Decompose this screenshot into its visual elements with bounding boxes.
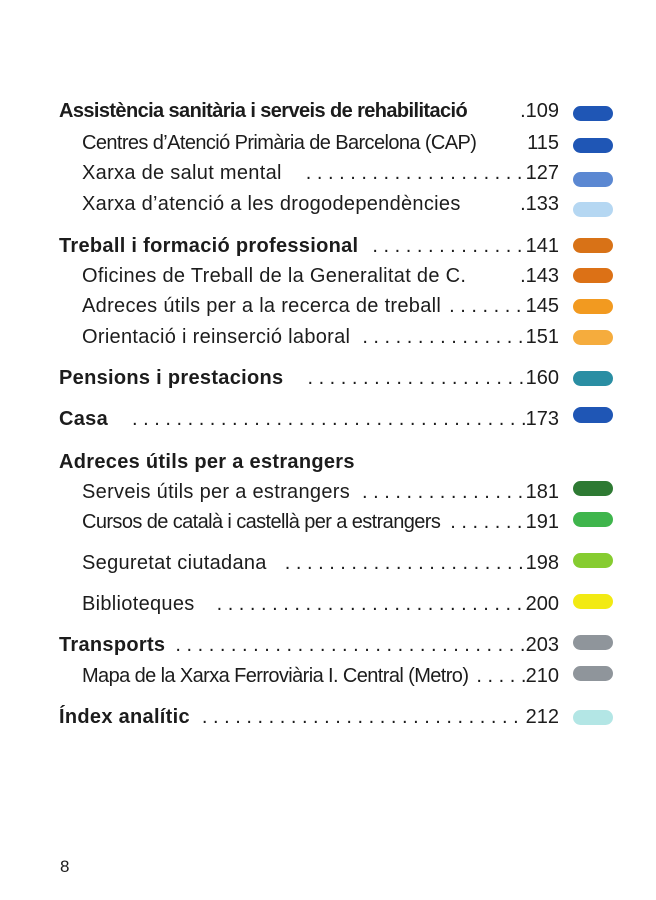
toc-entry-transports[interactable]: Transports 203	[59, 634, 559, 657]
toc-entry-page: .109	[520, 100, 559, 122]
toc-entry-centres-atencio-primaria[interactable]: Centres d’Atenció Primària de Barcelona …	[82, 132, 559, 155]
toc-entry-page: 212	[525, 706, 559, 728]
toc-entry-label: Transports	[59, 634, 166, 656]
section-color-tab	[573, 512, 613, 527]
toc-entry-page: .133	[520, 193, 559, 215]
dot-leader	[306, 162, 526, 185]
page-number: 8	[60, 857, 70, 876]
toc-entry-page: 115	[527, 132, 559, 154]
section-color-tab	[573, 172, 613, 187]
section-color-tab	[573, 710, 613, 725]
section-color-tab	[573, 138, 613, 153]
section-color-tab	[573, 666, 613, 681]
dot-leader	[362, 326, 525, 349]
toc-entry-treball-formacio[interactable]: Treball i formació professional 141	[59, 235, 559, 258]
toc-entry-oficines-treball[interactable]: Oficines de Treball de la Generalitat de…	[82, 265, 559, 288]
toc-entry-orientacio-reinsercio[interactable]: Orientació i reinserció laboral 151	[82, 326, 559, 349]
section-color-tab	[573, 407, 613, 423]
toc-entry-label: Casa	[59, 408, 109, 430]
toc-entry-adreces-recerca-treball[interactable]: Adreces útils per a la recerca de trebal…	[82, 295, 559, 318]
toc-entry-page: 145	[525, 295, 559, 317]
toc-entry-xarxa-salut-mental[interactable]: Xarxa de salut mental 127	[82, 162, 559, 185]
toc-entry-label: Assistència sanitària i serveis de rehab…	[59, 100, 468, 122]
toc-entry-label: Índex analític	[59, 706, 190, 728]
toc-entry-xarxa-drogodependencies[interactable]: Xarxa d’atenció a les drogodependències …	[82, 193, 559, 216]
toc-entry-mapa-metro[interactable]: Mapa de la Xarxa Ferroviària I. Central …	[82, 665, 559, 688]
toc-entry-page: 181	[525, 481, 559, 503]
dot-leader	[202, 706, 526, 729]
toc-entry-page: 210	[525, 665, 559, 687]
toc-entry-pensions-prestacions[interactable]: Pensions i prestacions 160	[59, 367, 559, 390]
toc-entry-label: Oficines de Treball de la Generalitat de…	[82, 265, 467, 287]
toc-entry-biblioteques[interactable]: Biblioteques 200	[82, 593, 559, 616]
toc-entry-label: Pensions i prestacions	[59, 367, 284, 389]
toc-entry-page: 200	[525, 593, 559, 615]
toc-entry-label: Adreces útils per a estrangers	[59, 451, 355, 473]
toc-entry-label: Serveis útils per a estrangers	[82, 481, 351, 503]
dot-leader	[476, 665, 525, 688]
section-color-tab	[573, 330, 613, 345]
toc-entry-label: Centres d’Atenció Primària de Barcelona …	[82, 132, 477, 154]
section-color-tab	[573, 553, 613, 568]
toc-entry-casa[interactable]: Casa 173	[59, 408, 559, 431]
toc-entry-assistencia-sanitaria[interactable]: Assistència sanitària i serveis de rehab…	[59, 100, 559, 123]
toc-entry-label: Seguretat ciutadana	[82, 552, 267, 574]
dot-leader	[362, 481, 526, 504]
toc-entry-label: Biblioteques	[82, 593, 195, 615]
section-color-tab	[573, 594, 613, 609]
toc-entry-serveis-estrangers[interactable]: Serveis útils per a estrangers 181	[82, 481, 559, 504]
section-color-tab	[573, 202, 613, 217]
toc-entry-seguretat-ciutadana[interactable]: Seguretat ciutadana 198	[82, 552, 559, 575]
toc-entry-page: 203	[525, 634, 559, 656]
section-color-tab	[573, 371, 613, 386]
toc-entry-page: 141	[525, 235, 559, 257]
dot-leader	[449, 295, 525, 318]
section-color-tab	[573, 481, 613, 496]
toc-section-adreces-estrangers[interactable]: Adreces útils per a estrangers	[59, 451, 559, 474]
dot-leader	[217, 593, 526, 616]
section-color-tab	[573, 106, 613, 121]
section-color-tab	[573, 238, 613, 253]
toc-entry-page: 151	[525, 326, 559, 348]
section-color-tab	[573, 299, 613, 314]
dot-leader	[175, 634, 525, 657]
toc-entry-label: Xarxa de salut mental	[82, 162, 282, 184]
toc-entry-index-analitic[interactable]: Índex analític 212	[59, 706, 559, 729]
toc-entry-label: Adreces útils per a la recerca de trebal…	[82, 295, 442, 317]
dot-leader	[285, 552, 526, 575]
toc-entry-label: Xarxa d’atenció a les drogodependències	[82, 193, 461, 215]
toc-entry-page: 127	[525, 162, 559, 184]
toc-entry-label: Mapa de la Xarxa Ferroviària I. Central …	[82, 665, 469, 687]
toc-entry-page: 160	[525, 367, 559, 389]
toc-entry-page: 173	[525, 408, 559, 430]
dot-leader	[307, 367, 525, 390]
toc-entry-cursos-catala-castella[interactable]: Cursos de català i castellà per a estran…	[82, 511, 559, 534]
section-color-tab	[573, 268, 613, 283]
toc-entry-page: 198	[525, 552, 559, 574]
toc-entry-page: .143	[520, 265, 559, 287]
dot-leader	[132, 408, 526, 431]
toc-entry-page: 191	[525, 511, 559, 533]
toc-entry-label: Orientació i reinserció laboral	[82, 326, 351, 348]
toc-entry-label: Cursos de català i castellà per a estran…	[82, 511, 441, 533]
toc-entry-label: Treball i formació professional	[59, 235, 359, 257]
dot-leader	[450, 511, 525, 534]
dot-leader	[372, 235, 525, 258]
section-color-tab	[573, 635, 613, 650]
